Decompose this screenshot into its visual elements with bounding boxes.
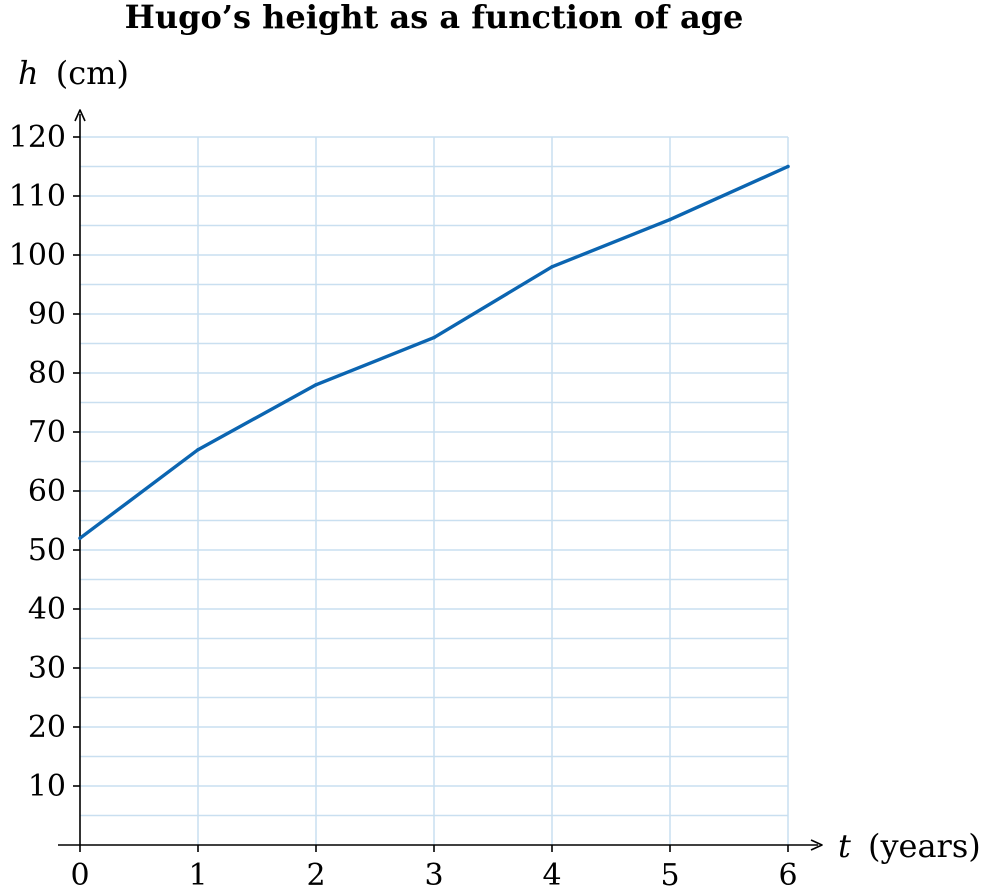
y-tick-label: 80 — [28, 356, 66, 391]
y-axis-arrow — [74, 109, 86, 122]
data-point — [78, 536, 82, 540]
svg-text:h (cm): h (cm) — [18, 54, 129, 92]
x-tick-label: 5 — [660, 858, 679, 893]
y-tick-label: 100 — [9, 238, 66, 273]
y-tick-label: 40 — [28, 592, 66, 627]
y-tick-label: 120 — [9, 120, 66, 155]
y-tick-label: 20 — [28, 710, 66, 745]
data-point — [786, 164, 790, 169]
x-axis-label: t (years) — [838, 827, 981, 865]
x-axis-arrow — [810, 839, 823, 851]
y-tick-label: 90 — [28, 297, 66, 332]
ticks: 10 20 30 40 50 60 70 80 90 100 110 120 0 1 2 3 4 5 6 — [9, 120, 798, 893]
x-tick-label: 6 — [778, 858, 797, 893]
data-point — [550, 265, 554, 269]
x-tick-label: 3 — [424, 858, 443, 893]
data-point — [432, 335, 436, 340]
x-tick-label: 1 — [188, 858, 207, 893]
y-tick-label: 30 — [28, 651, 66, 686]
y-axis-label: h (cm) — [18, 54, 129, 92]
x-axis-variable: t — [838, 827, 851, 865]
y-tick-label: 10 — [28, 769, 66, 804]
data-point — [668, 217, 672, 222]
y-axis-unit: (cm) — [56, 54, 129, 92]
y-tick-label: 70 — [28, 415, 66, 450]
data-point — [314, 383, 318, 387]
axes — [58, 109, 823, 851]
x-tick-label: 4 — [542, 858, 561, 893]
y-tick-label: 50 — [28, 533, 66, 568]
series — [78, 164, 790, 540]
svg-text:t (years): t (years) — [838, 827, 981, 865]
x-axis-unit: (years) — [868, 827, 981, 865]
y-axis-variable: h — [18, 54, 39, 92]
y-tick-label: 110 — [9, 179, 66, 214]
chart-title: Hugo’s height as a function of age — [125, 0, 744, 36]
x-tick-label: 2 — [306, 858, 325, 893]
y-tick-label: 60 — [28, 474, 66, 509]
x-tick-label: 0 — [70, 858, 89, 893]
grid — [80, 136, 789, 845]
data-point — [196, 448, 200, 452]
